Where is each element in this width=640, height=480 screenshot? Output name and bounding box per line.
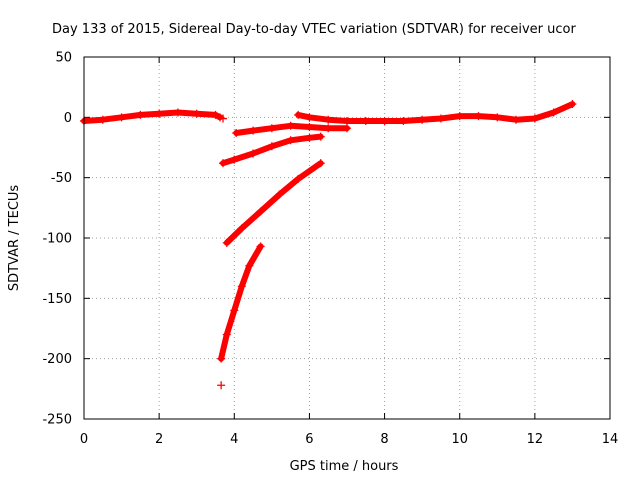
y-tick-label: 0 (64, 111, 72, 126)
x-tick-label: 8 (380, 432, 388, 447)
data-point-marker (512, 115, 521, 124)
data-point-marker (249, 149, 258, 158)
data-point-marker (436, 114, 445, 123)
data-point-marker (219, 114, 228, 123)
data-point-marker (305, 113, 314, 122)
data-point-marker (222, 238, 231, 247)
data-point-marker (249, 126, 258, 135)
data-point-marker (343, 124, 351, 133)
x-tick-label: 12 (527, 432, 544, 447)
data-point-marker (267, 124, 276, 133)
data-point-marker (230, 306, 239, 315)
data-point-marker (294, 110, 303, 119)
x-axis-label: GPS time / hours (290, 459, 399, 474)
y-tick-label: 50 (55, 51, 72, 66)
data-point-marker (211, 110, 220, 119)
data-point-marker (324, 115, 333, 124)
data-point-marker (245, 261, 254, 270)
y-axis-label: SDTVAR / TECUs (7, 185, 22, 292)
data-series-trace (295, 101, 576, 124)
x-tick-label: 2 (155, 432, 163, 447)
data-point-marker (286, 136, 295, 145)
data-point-marker (399, 116, 408, 125)
data-point-marker (267, 142, 276, 151)
data-point-marker (117, 113, 126, 122)
data-point-marker (173, 108, 182, 117)
y-tick-label: -250 (42, 413, 72, 428)
data-point-marker (361, 116, 370, 125)
data-point-marker (474, 112, 483, 121)
data-point-marker (192, 109, 201, 118)
data-point-marker (530, 114, 539, 123)
data-point-marker (230, 155, 239, 164)
data-series-trace (218, 243, 264, 362)
data-point-marker (222, 330, 231, 339)
x-tick-label: 10 (451, 432, 468, 447)
axis-ticks: 0 2 4 6 8 10 12 14 50 0 -50 -100 -150 -200 -250 (42, 51, 618, 448)
y-tick-label: -100 (42, 232, 72, 247)
data-point-marker (237, 282, 246, 291)
data-point-marker (324, 124, 333, 133)
data-point-marker (294, 174, 303, 183)
data-series-trace (223, 160, 324, 246)
x-tick-label: 0 (80, 432, 88, 447)
data-point-marker (217, 381, 226, 390)
data-point-marker (256, 242, 265, 251)
plot-frame (83, 56, 611, 420)
y-tick-label: -200 (42, 352, 72, 367)
data-point-marker (549, 108, 558, 117)
data-point-marker (380, 116, 389, 125)
data-point-marker (98, 115, 107, 124)
data-point-marker (316, 132, 325, 141)
data-point-marker (275, 190, 284, 199)
data-point-marker (232, 129, 241, 138)
data-point-marker (155, 109, 164, 118)
chart-title: Day 133 of 2015, Sidereal Day-to-day VTE… (52, 22, 576, 37)
data-marks (80, 100, 577, 390)
data-point-marker (136, 110, 145, 119)
data-point-marker (217, 354, 226, 363)
data-point-marker (305, 122, 314, 131)
data-point-marker (237, 224, 246, 233)
data-point-marker (343, 116, 351, 125)
data-point-marker (256, 207, 265, 216)
data-point-marker (493, 113, 502, 122)
data-point-marker (286, 121, 295, 130)
data-point-marker (455, 112, 464, 121)
data-point-marker (219, 159, 228, 168)
x-tick-label: 14 (602, 432, 619, 447)
data-point-marker (568, 100, 577, 109)
y-tick-label: -150 (42, 292, 72, 307)
y-tick-label: -50 (51, 171, 72, 186)
data-point-marker (316, 159, 325, 168)
x-tick-label: 6 (305, 432, 313, 447)
x-tick-label: 4 (230, 432, 238, 447)
data-point-marker (305, 133, 314, 142)
data-point-marker (418, 115, 427, 124)
